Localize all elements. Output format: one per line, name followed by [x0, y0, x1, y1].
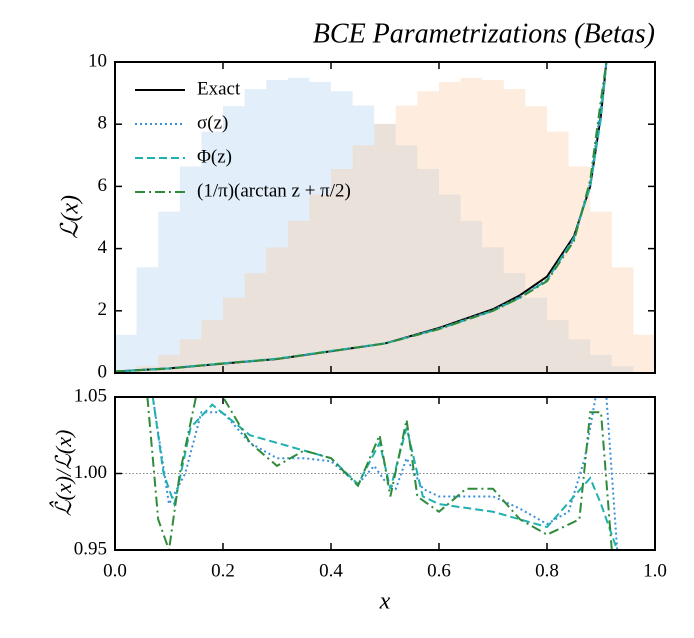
- histogram-bar: [460, 220, 483, 373]
- histogram-bar: [352, 105, 375, 373]
- histogram-bar: [590, 211, 612, 373]
- histogram-bar: [482, 80, 504, 373]
- histogram-bar: [503, 89, 526, 373]
- histogram-bar: [331, 168, 353, 373]
- histogram-bar: [266, 247, 288, 373]
- histogram-bar: [547, 320, 569, 373]
- histogram-bar: [395, 145, 418, 373]
- histogram-bar: [568, 339, 591, 373]
- histogram-bar: [115, 334, 137, 373]
- histogram-bar: [201, 131, 223, 373]
- histogram-bar: [158, 211, 180, 373]
- plot-frame: [114, 61, 656, 374]
- histogram-bar: [244, 89, 267, 373]
- chart-title: BCE Parametrizations (Betas): [313, 18, 655, 49]
- histogram-bar: [244, 273, 267, 373]
- histogram-bar: [331, 91, 353, 373]
- y-tick-label: 8: [98, 113, 108, 134]
- histogram-bar: [223, 297, 245, 373]
- histogram-bar: [439, 194, 461, 373]
- line-series: [115, 62, 608, 373]
- line-series: [115, 62, 608, 373]
- histogram-bar: [525, 106, 547, 373]
- line-series: [146, 397, 613, 550]
- x-tick-label: 1.0: [643, 560, 667, 581]
- histogram-bar: [611, 267, 634, 373]
- plot-area: [115, 62, 655, 373]
- histogram-bar: [568, 166, 591, 373]
- line-series: [115, 62, 608, 373]
- histogram-bar: [179, 166, 202, 373]
- histogram-bar: [266, 80, 288, 373]
- histogram-bar: [460, 77, 483, 373]
- histogram-bar: [287, 77, 310, 373]
- y-tick-label: 2: [98, 299, 108, 320]
- y-axis-label: ℒ̂(x)/ℒ(x): [49, 430, 76, 517]
- histogram-bar: [633, 334, 655, 373]
- histogram-bar: [309, 194, 331, 373]
- y-tick-label: 6: [98, 175, 108, 196]
- histogram-bar: [590, 354, 612, 373]
- y-tick-label: 1.05: [74, 385, 107, 406]
- x-tick-label: 0.8: [535, 560, 559, 581]
- x-tick-label: 0.6: [427, 560, 451, 581]
- histogram-bar: [417, 168, 439, 373]
- histogram-bar: [417, 91, 439, 373]
- histogram-bar: [374, 123, 396, 373]
- y-tick-label: 0.95: [74, 538, 107, 559]
- x-axis-label: x: [379, 589, 391, 615]
- y-tick-label: 1.00: [74, 462, 107, 483]
- histogram-bar: [525, 297, 547, 373]
- histogram-bar: [547, 131, 569, 373]
- histogram-bar: [136, 267, 159, 373]
- x-tick-label: 0.0: [103, 560, 127, 581]
- legend-label: σ(z): [197, 112, 228, 133]
- plot-area: [115, 397, 655, 550]
- x-tick-label: 0.4: [319, 560, 343, 581]
- histogram-bar: [611, 366, 634, 373]
- y-tick-label: 0: [98, 361, 108, 382]
- histogram-bar: [439, 81, 461, 373]
- line-series: [151, 397, 619, 550]
- histogram-bar: [158, 354, 180, 373]
- y-tick-label: 10: [88, 50, 107, 71]
- histogram-bar: [179, 339, 202, 373]
- x-tick-label: 0.2: [211, 560, 235, 581]
- histogram-bar: [352, 145, 375, 373]
- y-axis-label: ℒ(x): [58, 195, 84, 239]
- histogram-bar: [309, 81, 331, 373]
- legend-label: Exact: [197, 78, 241, 99]
- histogram-bar: [395, 105, 418, 373]
- histogram-bar: [374, 123, 396, 373]
- legend-label: (1/π)(arctan z + π/2): [197, 180, 351, 201]
- histogram-bar: [201, 320, 223, 373]
- legend-label: Φ(z): [197, 146, 232, 167]
- y-tick-label: 4: [98, 237, 108, 258]
- line-series: [151, 397, 619, 550]
- histogram-bar: [223, 106, 245, 373]
- histogram-bar: [287, 220, 310, 373]
